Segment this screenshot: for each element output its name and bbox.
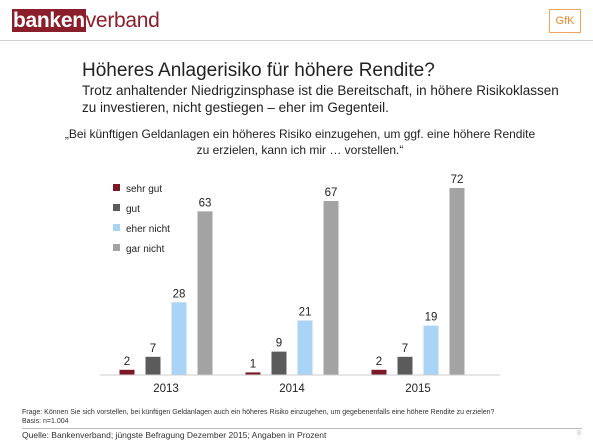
bar-2015-0 (371, 369, 387, 375)
bar-2014-2 (297, 320, 313, 375)
page-number: 8 (577, 430, 581, 437)
legend-swatch-1 (113, 204, 120, 211)
bar-2013-3 (197, 211, 213, 375)
data-label-2015-2: 19 (425, 312, 438, 324)
data-label-2014-0: 1 (250, 358, 256, 370)
data-label-2015-0: 2 (376, 356, 382, 368)
data-label-2015-1: 7 (402, 343, 408, 355)
page-title: Höheres Anlagerisiko für höhere Rendite? (82, 60, 435, 81)
gfk-logo: GfK (549, 9, 581, 33)
survey-statement: „Bei künftigen Geldanlagen ein höheres R… (64, 127, 536, 157)
legend-swatch-2 (113, 224, 120, 231)
page-subtitle: Trotz anhaltender Niedrigzinsphase ist d… (82, 83, 559, 115)
source-text: Quelle: Bankenverband; jüngste Befragung… (22, 430, 327, 440)
bar-2013-0 (119, 369, 135, 375)
x-tick-label-2014: 2014 (279, 383, 305, 395)
footnote-question: Frage: Können Sie sich vorstellen, bei k… (22, 409, 495, 416)
bar-2013-2 (171, 302, 187, 375)
header: bankenverband GfK (0, 0, 593, 40)
data-label-2014-3: 67 (325, 187, 338, 199)
bar-2015-3 (449, 188, 465, 375)
data-label-2013-0: 2 (124, 356, 130, 368)
data-label-2014-1: 9 (276, 338, 282, 350)
bar-2013-1 (145, 356, 161, 375)
header-divider (0, 40, 593, 41)
bar-2014-1 (271, 351, 287, 375)
chart-legend: sehr gut gut eher nicht gar nicht (113, 184, 170, 255)
x-tick-label-2015: 2015 (405, 383, 431, 395)
logo-part-verband: verband (85, 9, 160, 32)
source-divider (22, 428, 582, 429)
legend-swatch-3 (113, 244, 120, 251)
legend-label-3: gar nicht (126, 244, 165, 255)
bar-2015-2 (423, 325, 439, 375)
x-tick-label-2013: 2013 (153, 383, 179, 395)
bankenverband-logo: bankenverband (12, 8, 160, 34)
data-label-2014-2: 21 (299, 306, 312, 318)
data-label-2013-1: 7 (150, 343, 156, 355)
legend-label-2: eher nicht (126, 224, 170, 235)
logo-part-banken: banken (12, 9, 86, 32)
legend-swatch-0 (113, 184, 120, 191)
data-label-2013-2: 28 (173, 288, 186, 300)
footnote-basis: Basis: n=1.004 (22, 418, 69, 425)
bar-2015-1 (397, 356, 413, 375)
bar-2014-3 (323, 200, 339, 375)
legend-label-1: gut (126, 204, 140, 215)
bar-2014-0 (245, 372, 261, 375)
data-label-2015-3: 72 (451, 174, 464, 186)
data-label-2013-3: 63 (199, 197, 212, 209)
footnote: Frage: Können Sie sich vorstellen, bei k… (22, 408, 582, 426)
legend-label-0: sehr gut (126, 184, 162, 195)
x-axis-ticks: 2013 2014 2015 (153, 383, 431, 395)
